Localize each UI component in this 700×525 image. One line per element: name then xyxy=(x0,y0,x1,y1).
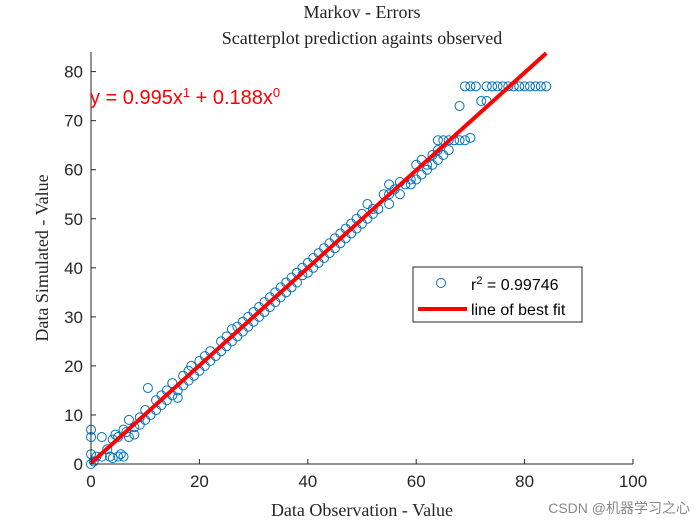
scatter-point xyxy=(394,189,405,200)
x-tick-label: 100 xyxy=(619,472,647,491)
x-tick-label: 60 xyxy=(407,472,426,491)
scatter-point xyxy=(465,132,476,143)
scatter-point xyxy=(503,81,514,92)
y-tick-label: 20 xyxy=(64,357,83,376)
scatter-point xyxy=(384,199,395,210)
scatter-point xyxy=(470,81,481,92)
equation-part-1: y = 0.995x xyxy=(90,87,183,109)
y-tick-label: 60 xyxy=(64,161,83,180)
scatter-point xyxy=(459,135,470,146)
scatter-point xyxy=(115,449,126,460)
scatter-point xyxy=(384,179,395,190)
scatter-point xyxy=(454,135,465,146)
scatter-point xyxy=(454,100,465,111)
y-tick-label: 70 xyxy=(64,112,83,131)
equation-part-2: + 0.188x xyxy=(190,87,273,109)
y-axis-ticks: 0 10 20 30 40 50 60 70 80 xyxy=(64,63,96,474)
scatter-point xyxy=(530,81,541,92)
scatter-point xyxy=(443,135,454,146)
equation-exponent-2: 0 xyxy=(273,85,280,100)
scatter-point xyxy=(427,159,438,170)
scatter-point xyxy=(519,81,530,92)
legend-label-r2: r2 = 0.99746 xyxy=(471,275,559,294)
x-tick-label: 20 xyxy=(190,472,209,491)
scatter-point xyxy=(96,432,107,443)
legend-label-fit: line of best fit xyxy=(471,302,566,319)
scatter-point xyxy=(541,81,552,92)
chart-subtitle: Scatterplot prediction againts observed xyxy=(222,28,502,48)
scatter-point xyxy=(476,96,487,107)
scatter-point xyxy=(432,154,443,165)
scatter-point xyxy=(487,81,498,92)
scatter-point xyxy=(142,382,153,393)
legend-r-exponent: 2 xyxy=(476,275,482,287)
x-axis-label: Data Observation - Value xyxy=(271,500,453,520)
scatter-point xyxy=(118,451,129,462)
scatter-point xyxy=(107,453,118,464)
scatter-point xyxy=(416,169,427,180)
scatter-point xyxy=(438,150,449,160)
scatter-point xyxy=(123,432,134,443)
y-tick-label: 40 xyxy=(64,259,83,278)
x-tick-label: 0 xyxy=(86,472,95,491)
y-tick-label: 80 xyxy=(64,63,83,82)
scatter-point xyxy=(411,174,422,185)
y-tick-label: 10 xyxy=(64,406,83,425)
legend-r-value: = 0.99746 xyxy=(482,277,558,294)
chart-titles: Markov - Errors Scatterplot prediction a… xyxy=(222,2,502,48)
scatter-point xyxy=(432,135,443,146)
y-tick-label: 30 xyxy=(64,308,83,327)
scatter-point xyxy=(362,199,373,210)
y-tick-label: 0 xyxy=(74,455,83,474)
legend: r2 = 0.99746 line of best fit xyxy=(412,266,583,323)
scatter-point xyxy=(172,392,183,403)
chart-title: Markov - Errors xyxy=(304,2,421,22)
fit-equation: y = 0.995x1 + 0.188x0 xyxy=(90,85,280,110)
scatter-point xyxy=(367,203,378,214)
fit-line xyxy=(89,51,548,465)
scatter-point xyxy=(129,429,140,440)
scatter-point xyxy=(102,444,113,455)
x-tick-label: 80 xyxy=(515,472,534,491)
y-axis-label: Data Simulated - Value xyxy=(32,174,52,341)
watermark: CSDN @机器学习之心 xyxy=(548,500,690,516)
scatter-point xyxy=(465,81,476,92)
scatter-point xyxy=(113,451,124,462)
scatter-point xyxy=(459,81,470,92)
equation-exponent-1: 1 xyxy=(183,85,190,100)
fit-line-layer xyxy=(89,51,548,465)
scatter-point xyxy=(535,81,546,92)
scatter-point xyxy=(481,81,492,92)
legend-r-letter: r xyxy=(471,277,477,294)
y-tick-label: 50 xyxy=(64,210,83,229)
scatter-point xyxy=(492,81,503,92)
x-tick-label: 40 xyxy=(298,472,317,491)
legend-box xyxy=(412,266,583,323)
x-axis-ticks: 0 20 40 60 80 100 xyxy=(86,459,647,491)
scatter-point xyxy=(525,81,536,92)
scatter-point xyxy=(123,414,134,425)
scatter-point xyxy=(104,451,115,462)
scatter-point xyxy=(443,145,454,156)
legend-marker-circle xyxy=(436,278,446,288)
scatter-point xyxy=(514,81,525,92)
scatter-point xyxy=(88,456,99,467)
